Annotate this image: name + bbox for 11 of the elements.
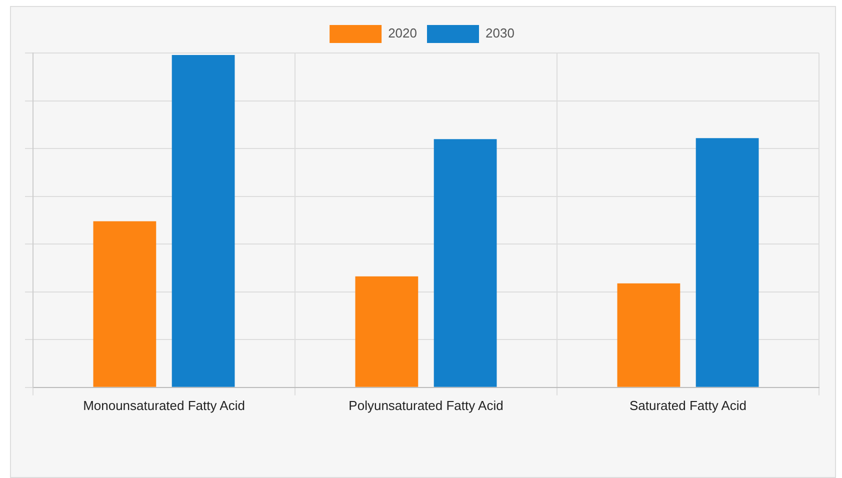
- legend-label: 2020: [388, 26, 417, 41]
- bar: [696, 138, 759, 387]
- bar: [434, 139, 497, 387]
- bar: [93, 221, 156, 387]
- legend-label: 2030: [486, 26, 514, 41]
- x-tick-label: Polyunsaturated Fatty Acid: [348, 398, 504, 413]
- x-tick-label: Saturated Fatty Acid: [629, 398, 747, 413]
- bar: [617, 283, 680, 387]
- bar: [355, 276, 418, 387]
- bar: [172, 54, 235, 387]
- x-tick-label: Monounsaturated Fatty Acid: [83, 398, 245, 413]
